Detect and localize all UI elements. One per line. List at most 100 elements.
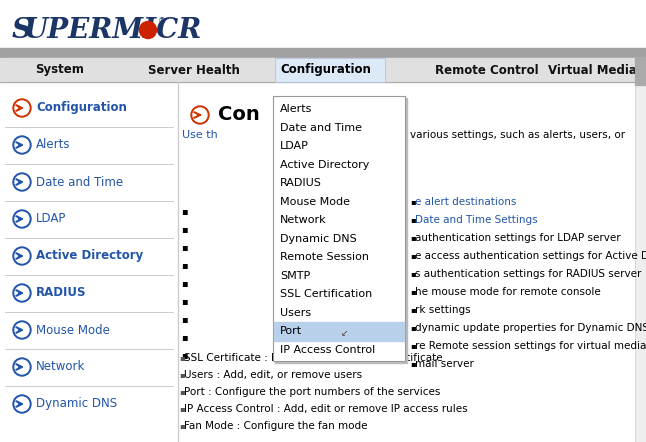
Text: Server Health: Server Health bbox=[148, 64, 240, 76]
Text: s authentication settings for RADIUS server: s authentication settings for RADIUS ser… bbox=[415, 269, 641, 279]
Text: Remote Control: Remote Control bbox=[435, 64, 539, 76]
Text: ▪: ▪ bbox=[410, 251, 415, 260]
Text: various settings, such as alerts, users, or: various settings, such as alerts, users,… bbox=[410, 130, 625, 140]
Text: Date and Time Settings: Date and Time Settings bbox=[415, 215, 537, 225]
Text: ▪: ▪ bbox=[410, 233, 415, 243]
Text: LDAP: LDAP bbox=[280, 141, 309, 151]
Text: UPERMICR: UPERMICR bbox=[24, 16, 202, 43]
Text: Port : Configure the port numbers of the services: Port : Configure the port numbers of the… bbox=[184, 387, 441, 397]
Text: ▪: ▪ bbox=[410, 324, 415, 332]
Circle shape bbox=[13, 173, 31, 191]
Text: SSL Certificate : Display or upload SSL Certificate: SSL Certificate : Display or upload SSL … bbox=[184, 353, 443, 363]
Text: Users : Add, edit, or remove users: Users : Add, edit, or remove users bbox=[184, 370, 362, 380]
Text: Configuration: Configuration bbox=[36, 102, 127, 114]
Text: Mouse Mode: Mouse Mode bbox=[36, 324, 110, 336]
Text: RADIUS: RADIUS bbox=[36, 286, 87, 300]
Text: Port: Port bbox=[280, 326, 302, 336]
Circle shape bbox=[191, 106, 209, 124]
Bar bbox=[0, 48, 646, 58]
Circle shape bbox=[15, 323, 29, 337]
Circle shape bbox=[15, 360, 29, 374]
Circle shape bbox=[13, 321, 31, 339]
Text: ▪: ▪ bbox=[410, 270, 415, 278]
Circle shape bbox=[13, 210, 31, 228]
Circle shape bbox=[13, 395, 31, 413]
Text: Dynamic DNS: Dynamic DNS bbox=[280, 234, 357, 244]
Text: ▪: ▪ bbox=[181, 206, 187, 216]
Circle shape bbox=[15, 101, 29, 115]
Bar bbox=[274, 322, 404, 340]
Text: dynamic update properties for Dynamic DNS: dynamic update properties for Dynamic DN… bbox=[415, 323, 646, 333]
Text: RADIUS: RADIUS bbox=[280, 178, 322, 188]
Bar bbox=[635, 57, 646, 85]
Text: S: S bbox=[12, 16, 32, 43]
Text: ▪: ▪ bbox=[181, 224, 187, 234]
Circle shape bbox=[15, 286, 29, 300]
Bar bbox=[0, 82, 178, 442]
Text: Con: Con bbox=[218, 106, 260, 125]
Text: Fan Mode : Configure the fan mode: Fan Mode : Configure the fan mode bbox=[184, 421, 368, 431]
Circle shape bbox=[13, 136, 31, 154]
Text: rk settings: rk settings bbox=[415, 305, 471, 315]
Text: ▪: ▪ bbox=[410, 359, 415, 369]
Text: Alerts: Alerts bbox=[280, 104, 313, 114]
Text: IP Access Control: IP Access Control bbox=[280, 345, 375, 355]
Text: ▪: ▪ bbox=[410, 198, 415, 206]
Text: SSL Certification: SSL Certification bbox=[280, 289, 372, 299]
Text: ▪: ▪ bbox=[179, 388, 185, 396]
Circle shape bbox=[15, 175, 29, 189]
Bar bbox=[275, 58, 385, 82]
Text: ▪: ▪ bbox=[181, 260, 187, 270]
Bar bbox=[275, 98, 407, 363]
Text: ▪: ▪ bbox=[179, 422, 185, 431]
Text: re Remote session settings for virtual media: re Remote session settings for virtual m… bbox=[415, 341, 646, 351]
Text: authentication settings for LDAP server: authentication settings for LDAP server bbox=[415, 233, 621, 243]
Text: ▪: ▪ bbox=[410, 287, 415, 297]
Text: ▪: ▪ bbox=[179, 404, 185, 414]
Text: ▪: ▪ bbox=[181, 278, 187, 288]
Circle shape bbox=[13, 358, 31, 376]
Text: Configuration: Configuration bbox=[280, 64, 371, 76]
Text: mail server: mail server bbox=[415, 359, 474, 369]
Text: Use th: Use th bbox=[182, 130, 218, 140]
Text: e access authentication settings for Active Directo: e access authentication settings for Act… bbox=[415, 251, 646, 261]
Text: SMTP: SMTP bbox=[280, 271, 310, 281]
Text: ▪: ▪ bbox=[181, 350, 187, 360]
Text: LDAP: LDAP bbox=[36, 213, 67, 225]
Text: Mouse Mode: Mouse Mode bbox=[280, 197, 350, 207]
Circle shape bbox=[13, 284, 31, 302]
Text: System: System bbox=[35, 64, 84, 76]
Text: ▪: ▪ bbox=[181, 332, 187, 342]
Bar bbox=[635, 57, 646, 442]
Text: ▪: ▪ bbox=[410, 216, 415, 225]
Text: Remote Session: Remote Session bbox=[280, 252, 369, 262]
Text: Dynamic DNS: Dynamic DNS bbox=[36, 397, 117, 411]
Circle shape bbox=[15, 138, 29, 152]
Ellipse shape bbox=[140, 22, 156, 38]
Circle shape bbox=[13, 247, 31, 265]
Text: ▪: ▪ bbox=[179, 354, 185, 362]
Circle shape bbox=[15, 212, 29, 226]
Circle shape bbox=[15, 249, 29, 263]
Bar bbox=[273, 96, 405, 361]
Text: Alerts: Alerts bbox=[36, 138, 70, 152]
Text: ▪: ▪ bbox=[181, 296, 187, 306]
Text: Date and Time: Date and Time bbox=[280, 123, 362, 133]
Text: Network: Network bbox=[280, 215, 327, 225]
Text: Virtual Media: Virtual Media bbox=[548, 64, 637, 76]
Text: e alert destinations: e alert destinations bbox=[415, 197, 516, 207]
Text: Active Directory: Active Directory bbox=[36, 249, 143, 263]
Text: ↙: ↙ bbox=[341, 329, 348, 338]
Circle shape bbox=[15, 397, 29, 411]
Text: ▪: ▪ bbox=[410, 342, 415, 351]
Text: ▪: ▪ bbox=[410, 305, 415, 315]
Text: ▪: ▪ bbox=[181, 314, 187, 324]
Text: ▪: ▪ bbox=[181, 242, 187, 252]
Text: Active Directory: Active Directory bbox=[280, 160, 370, 170]
Text: Date and Time: Date and Time bbox=[36, 175, 123, 188]
Circle shape bbox=[193, 108, 207, 122]
Text: Users: Users bbox=[280, 308, 311, 318]
Text: ®: ® bbox=[158, 18, 166, 27]
Text: he mouse mode for remote console: he mouse mode for remote console bbox=[415, 287, 601, 297]
Text: IP Access Control : Add, edit or remove IP access rules: IP Access Control : Add, edit or remove … bbox=[184, 404, 468, 414]
